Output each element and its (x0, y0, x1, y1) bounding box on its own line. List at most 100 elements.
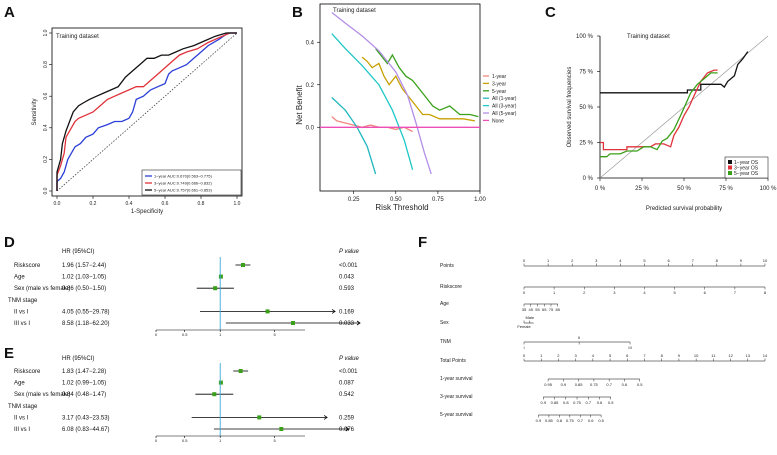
panel-c-legend-label: 5−year OS (734, 171, 759, 177)
panel-a-y-tick-label: 0.6 (43, 93, 49, 100)
panel-f-tick-label: 8 (661, 353, 664, 358)
panel-b-legend-label: 5-year (492, 89, 507, 95)
panel-b-legend-label: All (5-year) (492, 111, 517, 117)
panel-f-row-label: TNM (440, 339, 451, 345)
panel-f-tick-label: 10 (694, 353, 699, 358)
panel-f-tick-label: 0.9 (540, 400, 546, 405)
panel-f-tick-label: 0.7 (606, 382, 612, 387)
panel-b-y-tick-label: 0.0 (306, 125, 315, 131)
panel-f-tick-label: 5 (674, 290, 677, 295)
panel-d-row-p-value: <0.001 (339, 263, 358, 269)
panel-d-row-hr-text: 1.96 (1.57−2.44) (62, 263, 106, 269)
panel-e-row-label: III vs I (14, 427, 30, 433)
panel-f-tick-label: 6 (626, 353, 629, 358)
panel-d-row-hr-text: 8.58 (1.18−62.20) (62, 321, 110, 327)
panel-b-x-tick-label: 0.25 (348, 197, 360, 203)
panel-f-tick-label: 4 (592, 353, 595, 358)
panel-a-y-tick-label: 0.8 (43, 61, 49, 68)
panel-f-tick-label: 0.85 (551, 400, 560, 405)
panel-d-hr-point (218, 274, 223, 279)
panel-d-row-hr-text: 1.02 (1.03−1.05) (62, 275, 106, 281)
panel-e-row-hr-text: 1.02 (0.99−1.05) (62, 381, 106, 387)
panel-a-roc-curve-2 (56, 32, 237, 191)
panel-d-hr-point (213, 286, 218, 291)
panel-d-header-hr: HR (95%CI) (62, 249, 94, 255)
panel-f-tick-label: 7 (643, 353, 646, 358)
panel-d-row-label: Sex (male vs female) (14, 286, 70, 292)
panel-f-row-label: Points (440, 263, 454, 269)
panel-f-tick-label: 0.8 (557, 418, 563, 423)
panel-a-plot-frame (51, 27, 243, 197)
panel-f-tick-label: 35 (522, 307, 527, 312)
panel-d-axis-tick-label: 0.5 (182, 332, 188, 337)
panel-e-hr-point (279, 427, 284, 431)
panel-f-tick-label: I (523, 345, 524, 350)
panel-f-tick-label: 0.75 (566, 418, 575, 423)
panel-d-axis-tick-label: 1 (219, 332, 222, 337)
panel-f-tick-label: 0.9 (561, 382, 567, 387)
panel-d-hr-point (290, 321, 295, 325)
panel-f-tick-label: 8 (716, 258, 719, 263)
panel-d-row-p-value: 0.033 (339, 321, 355, 327)
panel-e-row-label: Riskscore (14, 369, 41, 375)
panel-f-tick-label: 5 (643, 258, 646, 263)
panel-d-row-p-value: 0.169 (339, 309, 355, 315)
panel-f-tick-label: 0 (523, 258, 526, 263)
panel-f-tick-label: 14 (763, 353, 768, 358)
panel-b-ylabel: Net Benefit (295, 84, 304, 124)
panel-c-y-tick-label: 75 % (579, 70, 593, 76)
panel-f-tick-label: 2 (571, 258, 574, 263)
panel-f-row-label: 1-year survival (440, 376, 473, 382)
panel-a-roc-chart: A Training dataset 1-Specificity Sensiti… (4, 4, 243, 215)
panel-f-tick-label: 6 (667, 258, 670, 263)
panel-c-xlabel: Predicted survival probability (646, 206, 722, 212)
panel-b-y-tick-label: 0.2 (306, 83, 315, 89)
panel-c-legend-box (724, 156, 769, 179)
panel-c-legend-swatch (728, 171, 732, 175)
panel-e-row-p-value: 0.087 (339, 381, 355, 387)
panel-d-ci-arrow (356, 320, 361, 326)
panel-b-curve-3 (375, 48, 479, 118)
panel-f-tick-label: 0.8 (563, 400, 569, 405)
panel-f-tick-label: 0.95 (544, 382, 553, 387)
panel-e-header-hr: HR (95%CI) (62, 356, 94, 362)
panel-c-x-tick-label: 100 % (759, 186, 777, 192)
panel-a-y-tick-label: 0.4 (43, 124, 49, 131)
panel-c-letter: C (545, 4, 556, 21)
panel-a-letter: A (4, 4, 15, 21)
panel-e-row-p-value: 0.259 (339, 415, 355, 421)
panel-f-row-label: Sex (440, 320, 449, 326)
panel-c-x-tick-label: 25 % (635, 186, 649, 192)
panel-e-hr-point (238, 369, 243, 373)
panel-e-row-label: TNM stage (8, 404, 38, 410)
panel-f-tick-label: 85 (556, 307, 561, 312)
panel-a-roc-curve-1 (56, 32, 237, 191)
panel-a-legend-label: 1−year AUC:0.670(0.563−0.775) (154, 174, 212, 179)
panel-f-tick-label: 9 (740, 258, 743, 263)
panel-d-forest-plot: D HR (95%CI) P value Riskscore 1.96 (1.57… (4, 234, 361, 337)
panel-f-tick-label: 5 (609, 353, 612, 358)
panel-c-x-tick-label: 50 % (677, 186, 691, 192)
panel-f-tick-label: Female (517, 324, 531, 329)
panel-e-row-hr-text: 3.17 (0.43−23.53) (62, 415, 110, 421)
panel-e-hr-point (212, 392, 217, 397)
panel-e-ci-arrow (323, 415, 328, 420)
panel-f-tick-label: III (628, 345, 631, 350)
panel-b-curve-5 (331, 33, 414, 170)
panel-c-legend-label: 1−year OS (734, 160, 759, 166)
panel-f-row-label: 5-year survival (440, 412, 473, 418)
panel-d-header-p: P value (339, 249, 359, 255)
panel-b-legend-label: None (492, 118, 504, 124)
panel-d-row-p-value: 0.593 (339, 286, 355, 292)
panel-a-xlabel: 1-Specificity (131, 209, 163, 215)
panel-d-row-label: III vs I (14, 321, 30, 327)
panel-e-letter: E (4, 345, 14, 362)
panel-d-row-label: Riskscore (14, 263, 41, 269)
panel-b-plot-frame (319, 3, 481, 192)
panel-f-tick-label: 65 (542, 307, 547, 312)
panel-c-x-tick-label: 75 % (719, 186, 733, 192)
panel-f-tick-label: 3 (613, 290, 616, 295)
